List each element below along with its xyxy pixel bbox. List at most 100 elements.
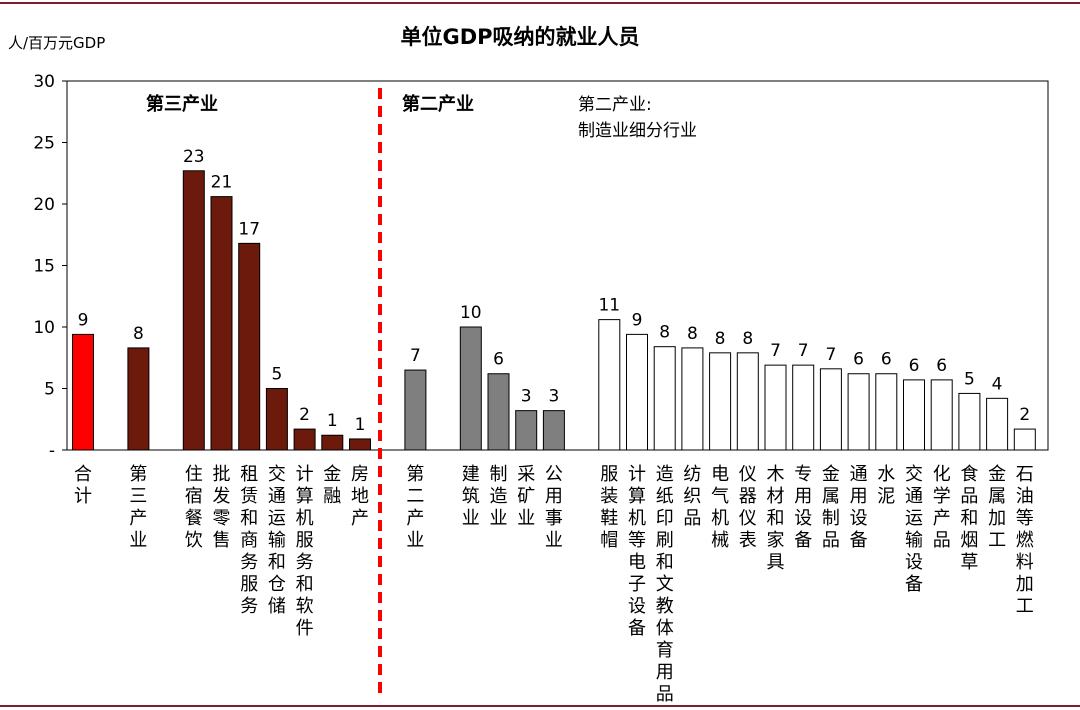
value-label: 6 (881, 350, 892, 370)
value-label: 9 (78, 310, 89, 330)
value-label: 7 (825, 345, 836, 365)
category-label: 造纸印刷和文教体育用品 (656, 464, 674, 705)
value-label: 8 (659, 323, 670, 343)
value-label: 23 (183, 147, 205, 167)
value-label: 9 (632, 310, 643, 330)
category-label: 专用设备 (794, 464, 812, 551)
bar (986, 397, 1009, 451)
category-label: 食品和烟草 (960, 464, 978, 573)
value-label: 6 (493, 350, 504, 370)
category-label: 交通运输设备 (905, 464, 923, 595)
category-label: 建筑业 (462, 464, 480, 529)
bars (72, 170, 1036, 451)
value-label: 5 (964, 369, 975, 389)
category-label: 计算机等电子设备 (628, 464, 646, 639)
y-tick-label: 30 (33, 72, 55, 92)
bar (459, 326, 482, 451)
bar (404, 369, 427, 451)
category-label: 仪器仪表 (739, 464, 757, 551)
value-label: 1 (327, 411, 338, 431)
bar (349, 438, 371, 451)
value-label: 6 (909, 356, 920, 376)
bar (210, 196, 233, 451)
bar (819, 368, 842, 451)
bar (1013, 428, 1036, 451)
category-label: 租赁和商务服务 (240, 464, 258, 617)
bar (958, 392, 981, 451)
bar (875, 373, 898, 451)
bar (736, 352, 759, 451)
bar (903, 379, 925, 451)
value-label: 8 (687, 324, 698, 344)
bar (293, 428, 316, 451)
category-label: 纺织品 (683, 464, 701, 529)
section-label-tertiary: 第三产业 (146, 93, 218, 115)
value-label: 11 (598, 296, 620, 316)
bar (681, 347, 704, 451)
category-labels: 合计 第三产业 住宿餐饮批发零售租赁和商务服务交通运输和仓储计算机服务和软件金融房地… (74, 464, 1034, 705)
value-label: 10 (460, 303, 482, 323)
category-label: 水泥 (877, 464, 895, 507)
value-label: 8 (133, 324, 144, 344)
category-label: 采矿业 (517, 464, 535, 529)
value-label: 3 (548, 387, 559, 407)
section-label-manufacturing-title: 第二产业: (578, 95, 652, 115)
value-label: 6 (936, 356, 947, 376)
value-label: 21 (211, 173, 233, 193)
chart-title: 单位GDP吸纳的就业人员 (400, 25, 639, 49)
value-label: 2 (299, 405, 310, 425)
value-label: 7 (798, 341, 809, 361)
value-label: 17 (238, 219, 260, 239)
category-label: 制造业 (490, 464, 508, 529)
bar (792, 364, 815, 451)
category-label: 合计 (74, 464, 92, 507)
category-label: 服装鞋帽 (600, 464, 618, 551)
bar (238, 242, 261, 451)
category-label: 金融 (323, 464, 341, 507)
value-label: 2 (1019, 405, 1030, 425)
value-label: 7 (770, 341, 781, 361)
bar (182, 170, 205, 451)
category-label: 化学产品 (933, 464, 951, 551)
category-label: 公用事业 (545, 464, 563, 551)
y-tick-label: 20 (33, 195, 55, 215)
y-axis: - 5 10 15 20 25 30 (33, 72, 67, 461)
bar (515, 410, 538, 451)
bar (764, 364, 787, 451)
y-tick-label: 25 (33, 134, 55, 154)
bar (598, 319, 621, 451)
bar (709, 352, 732, 451)
y-tick-label: 5 (44, 380, 55, 400)
value-label: 8 (742, 329, 753, 349)
section-label-manufacturing-subtitle: 制造业细分行业 (578, 121, 697, 141)
category-label: 批发零售 (213, 464, 231, 551)
bar (542, 410, 565, 451)
section-label-secondary: 第二产业 (402, 93, 474, 115)
value-label: 4 (992, 374, 1003, 394)
category-label: 第二产业 (406, 464, 424, 551)
category-label: 交通运输和仓储 (268, 464, 286, 617)
value-label: 3 (521, 387, 532, 407)
y-tick-label: - (49, 441, 55, 461)
y-axis-label: 人/百万元GDP (8, 34, 105, 52)
bar (626, 333, 648, 451)
value-label: 6 (853, 350, 864, 370)
category-label: 金属加工 (988, 464, 1006, 551)
category-label: 住宿餐饮 (185, 464, 203, 551)
category-label: 石油等燃料加工 (1016, 464, 1034, 617)
bar (72, 333, 94, 451)
category-label: 金属制品 (822, 464, 840, 551)
bar (487, 373, 510, 451)
y-tick-label: 10 (33, 318, 55, 338)
bar (653, 346, 676, 451)
category-label: 房地产 (351, 464, 369, 529)
value-label: 7 (410, 346, 421, 366)
bar (265, 388, 288, 451)
value-label: 1 (355, 415, 366, 435)
bar (321, 434, 344, 451)
bar (930, 379, 953, 451)
category-label: 计算机服务和软件 (296, 464, 314, 639)
category-label: 第三产业 (129, 464, 147, 551)
